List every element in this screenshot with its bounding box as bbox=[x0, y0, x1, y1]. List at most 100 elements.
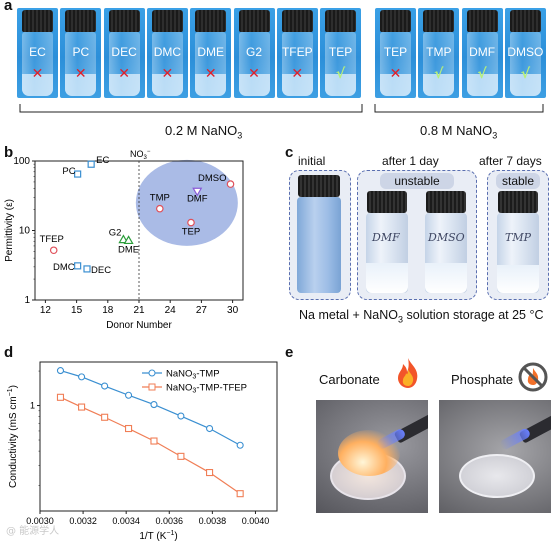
vial-label-dmf: DMF bbox=[372, 231, 400, 244]
point-label-pc: PC bbox=[62, 166, 75, 177]
vial-name: TFEP bbox=[281, 45, 313, 59]
series-0-point bbox=[206, 424, 214, 433]
series-0-point bbox=[177, 412, 185, 420]
vial-liquid bbox=[65, 74, 97, 96]
point-tfep bbox=[49, 246, 58, 255]
point-label-dmf: DMF bbox=[187, 193, 208, 204]
cross-mark-icon: ✕ bbox=[204, 66, 217, 82]
panel-label-a: a bbox=[4, 0, 13, 14]
x-tick-label: 12 bbox=[40, 305, 52, 316]
series-line-0 bbox=[60, 369, 241, 446]
vial-name: TEP bbox=[328, 45, 353, 59]
x-tick-label: 30 bbox=[227, 305, 239, 316]
vial-cap bbox=[466, 10, 498, 32]
vial-liquid bbox=[238, 74, 270, 96]
frame-day7: stable TMP bbox=[487, 170, 549, 300]
vial-g1-tep: TEP √ bbox=[320, 8, 362, 98]
conductivity-chart: 0.0030 0.0032 0.0034 0.0036 0.0038 0.0040 1 1/T… bbox=[7, 361, 278, 541]
vial-label-dmso: DMSO bbox=[428, 231, 465, 244]
vial-cap bbox=[65, 10, 97, 32]
y-axis-label: Conductivity (mS cm−1) bbox=[7, 385, 19, 488]
vial-g1-g2: G2 ✕ bbox=[233, 8, 275, 98]
frame-initial bbox=[289, 170, 351, 300]
series-0-point bbox=[236, 441, 244, 449]
vial-g2-dmso: DMSO √ bbox=[504, 8, 546, 98]
vial-liquid bbox=[151, 74, 183, 96]
dish-phosphate bbox=[459, 454, 535, 498]
vial-g1-tfep: TFEP ✕ bbox=[276, 8, 318, 98]
vial-cap-dmso bbox=[426, 191, 466, 213]
series-0-point bbox=[125, 391, 133, 399]
vial-liquid bbox=[466, 74, 498, 96]
series-1-point bbox=[150, 437, 158, 445]
x-tick-label: 27 bbox=[196, 305, 208, 316]
vial-cap bbox=[423, 10, 455, 32]
point-label-dme: DME bbox=[118, 244, 139, 255]
panel-a-brackets bbox=[19, 104, 544, 113]
vial-liquid bbox=[380, 74, 411, 96]
point-pc bbox=[74, 170, 82, 178]
point-ec bbox=[87, 160, 95, 168]
vial-name: TEP bbox=[383, 45, 408, 59]
y-tick-label: 1 bbox=[24, 295, 30, 306]
point-label-tfep: TFEP bbox=[40, 234, 64, 245]
series-0-point bbox=[101, 382, 109, 390]
label-carbonate: Carbonate bbox=[319, 372, 380, 387]
vial-initial bbox=[297, 197, 341, 293]
panel-label-d: d bbox=[4, 344, 14, 361]
x-tick-label: 0.0032 bbox=[69, 516, 97, 526]
panel-label-b: b bbox=[4, 144, 14, 161]
vial-cap bbox=[238, 10, 270, 32]
cross-mark-icon: ✕ bbox=[74, 66, 87, 82]
vial-cap bbox=[108, 10, 140, 32]
check-mark-icon: √ bbox=[477, 66, 487, 82]
point-dmc bbox=[74, 262, 82, 270]
bracket-group2 bbox=[374, 104, 544, 113]
point-tmp bbox=[156, 204, 164, 213]
vial-cap bbox=[281, 10, 313, 32]
vial-name: DEC bbox=[111, 45, 137, 59]
highlight-ellipse bbox=[135, 159, 238, 246]
point-label-g2: G2 bbox=[109, 228, 122, 239]
header-day1: after 1 day bbox=[382, 154, 439, 168]
cross-mark-icon: ✕ bbox=[248, 66, 260, 82]
no-fire-icon bbox=[518, 362, 548, 392]
legend-marker-1 bbox=[148, 383, 156, 391]
series-1-point bbox=[177, 452, 185, 460]
cross-mark-icon: ✕ bbox=[161, 66, 174, 82]
vial-name: EC bbox=[29, 45, 46, 59]
cross-mark-icon: ✕ bbox=[291, 66, 304, 82]
series-0-point bbox=[150, 401, 158, 409]
vial-cap-dmf bbox=[367, 191, 407, 213]
x-tick-label: 24 bbox=[165, 305, 177, 316]
point-dmf bbox=[192, 187, 203, 197]
vial-name: DMC bbox=[153, 45, 182, 59]
plot-frame-d bbox=[39, 361, 278, 512]
vial-g1-pc: PC ✕ bbox=[60, 8, 102, 98]
bracket-group1 bbox=[19, 104, 363, 113]
point-label-ec: EC bbox=[96, 155, 109, 166]
point-label-tmp: TMP bbox=[150, 193, 170, 204]
vial-cap bbox=[325, 10, 357, 32]
vial-cap bbox=[22, 10, 53, 32]
legend-marker-0 bbox=[148, 369, 156, 377]
liquid-tmp bbox=[497, 265, 539, 293]
badge-unstable: unstable bbox=[380, 173, 454, 189]
photo-carbonate bbox=[316, 400, 428, 513]
vial-g2-dmf: DMF √ bbox=[461, 8, 503, 98]
vial-tmp bbox=[497, 213, 539, 293]
vial-cap-initial bbox=[298, 175, 340, 197]
y-tick-label: 100 bbox=[13, 156, 30, 167]
permittivity-donor-chart: NO3− 12 15 18 21 24 27 30 1 10 100 Donor Number Perm… bbox=[4, 149, 244, 331]
vial-liquid bbox=[195, 74, 227, 96]
vial-name: TMP bbox=[426, 45, 452, 59]
series-1-point bbox=[56, 393, 65, 401]
point-dmso bbox=[226, 180, 235, 188]
vial-liquid bbox=[22, 74, 53, 96]
liquid-dmso bbox=[425, 263, 467, 293]
vial-cap bbox=[509, 10, 541, 32]
point-tep bbox=[187, 218, 195, 227]
x-tick-label: 0.0040 bbox=[242, 516, 270, 526]
divider-label: NO3− bbox=[130, 149, 151, 161]
panel-label-e: e bbox=[285, 344, 294, 361]
